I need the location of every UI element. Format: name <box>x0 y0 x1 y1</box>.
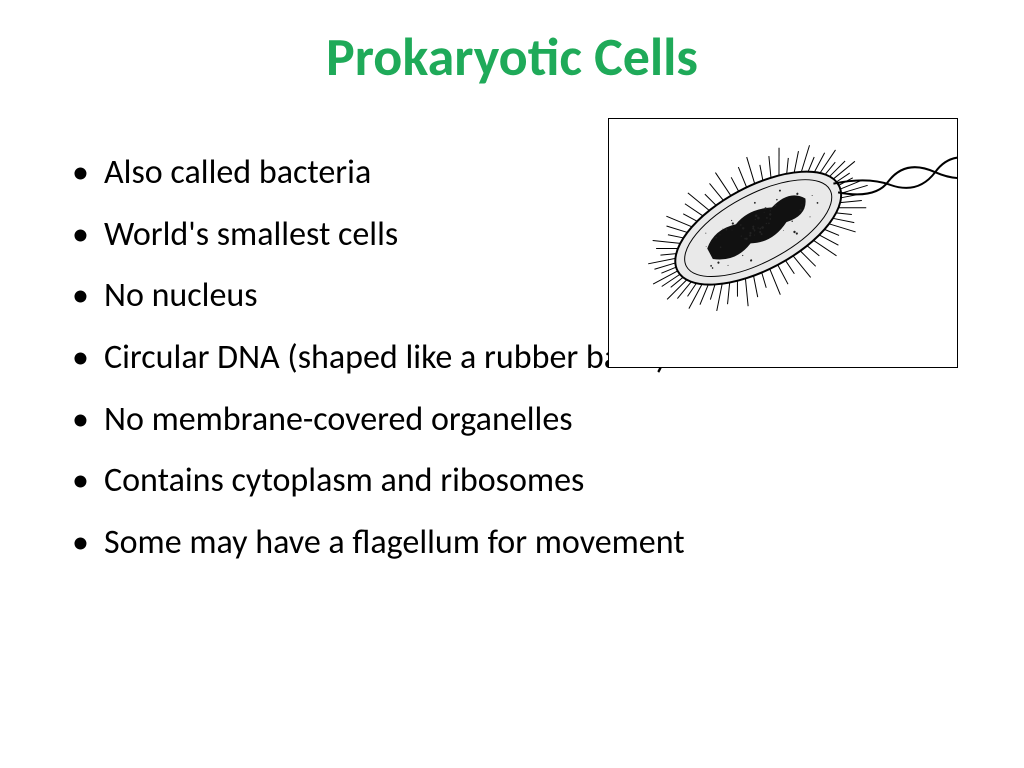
bacterium-figure <box>608 118 958 368</box>
bacterium-icon <box>609 119 957 367</box>
page-title: Prokaryotic Cells <box>0 0 1024 90</box>
list-item: Contains cytoplasm and ribosomes <box>60 463 960 499</box>
list-item: Some may have a flagellum for movement <box>60 525 960 561</box>
list-item: No membrane-covered organelles <box>60 402 960 438</box>
